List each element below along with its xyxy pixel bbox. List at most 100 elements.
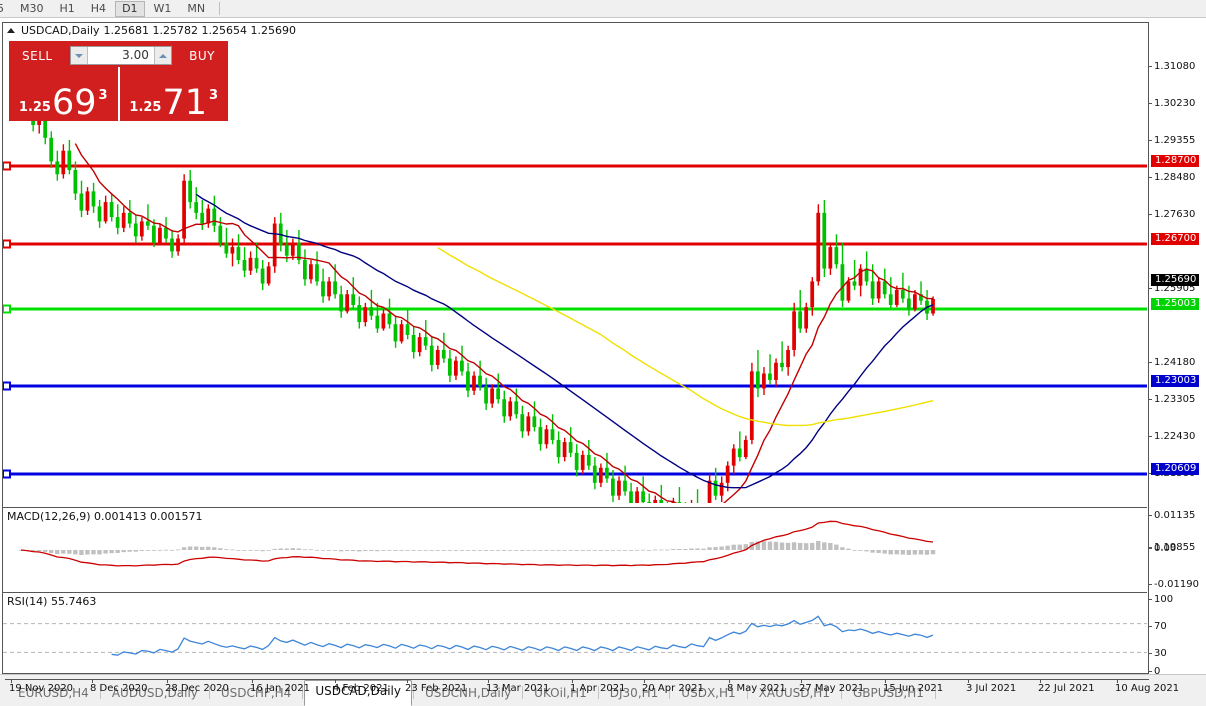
price-axis-tick: 0.01135 (1149, 511, 1195, 521)
tab-divider (99, 686, 101, 699)
candle-body (345, 294, 350, 312)
candle-body (840, 264, 845, 301)
chart-tab-xauusd-h1[interactable]: XAUUSD,H1 (758, 686, 830, 700)
timeframe-button-d1[interactable]: D1 (115, 0, 145, 17)
candle-body (254, 257, 259, 269)
candle-body (158, 227, 162, 243)
volume-stepper[interactable]: 3.00 (69, 46, 172, 65)
volume-increase-button[interactable] (153, 47, 171, 64)
sell-button[interactable]: SELL (22, 48, 53, 63)
chart-tab-eurusd-h4[interactable]: EURUSD,H4 (18, 686, 89, 700)
volume-input[interactable]: 3.00 (87, 47, 154, 64)
price-level-label-black[interactable]: 1.25690 (1151, 274, 1200, 286)
volume-decrease-button[interactable] (70, 47, 88, 64)
sell-price-cell[interactable]: 1.25 69 3 (9, 67, 120, 121)
macd-histogram-bar (640, 549, 646, 551)
rsi-indicator-pane[interactable]: RSI(14) 55.7463 (3, 592, 1147, 674)
time-axis-label: 15 Jun 2021 (883, 683, 944, 694)
timeframe-toolbar: 5 M30 H1 H4 D1 W1 MN (0, 0, 1206, 18)
macd-histogram-bar (314, 549, 320, 551)
macd-histogram-bar (296, 548, 302, 550)
candle-body (176, 238, 180, 252)
candle-body (568, 442, 573, 453)
candle-wick (769, 354, 771, 385)
chart-tab-usdcad-daily[interactable]: USDCAD,Daily (304, 680, 412, 706)
chart-collapse-icon[interactable] (7, 27, 15, 33)
axis-tick-mark (1149, 671, 1152, 672)
macd-histogram-bar (562, 550, 567, 551)
timeframe-button-m30[interactable]: M30 (20, 1, 44, 15)
chart-tab-usdx-h1[interactable]: USDX,H1 (681, 686, 736, 700)
axis-tick-mark (1149, 653, 1152, 654)
candle-body (435, 349, 440, 365)
timeframe-button-5[interactable]: 5 (0, 1, 4, 15)
chart-window: USDCAD,Daily 1.25681 1.25782 1.25654 1.2… (2, 22, 1205, 694)
timeframe-button-h4[interactable]: H4 (90, 1, 107, 15)
macd-histogram-bar (453, 550, 459, 551)
macd-histogram-bar (393, 550, 398, 551)
candle-body (822, 212, 827, 269)
price-axis[interactable]: 1.31080 1.30230 1.29355 1.28480 1.27630 1.259… (1148, 22, 1206, 677)
chart-tab-usdchf-h4[interactable]: USDCHF,H4 (220, 686, 292, 700)
time-axis[interactable]: 19 Nov 2020 8 Dec 2020 28 Dec 2020 16 Jan 2… (5, 679, 1179, 697)
price-level-label-red[interactable]: 1.28700 (1151, 155, 1200, 167)
candle-body (127, 212, 132, 224)
macd-histogram-bar (121, 550, 126, 553)
macd-histogram-bar (212, 547, 217, 550)
moving-average-line-ma-mid (195, 193, 934, 489)
price-level-label-green[interactable]: 1.25003 (1151, 298, 1200, 310)
macd-histogram-bar (713, 547, 718, 550)
axis-tick-mark (1149, 362, 1152, 363)
macd-histogram-bar (272, 548, 277, 550)
macd-histogram-bar (797, 542, 803, 550)
level-line-support-2 (3, 472, 1147, 476)
candle-body (725, 465, 730, 483)
candle-body (786, 349, 790, 368)
time-axis-tick-mark (1117, 680, 1118, 683)
one-click-trading-panel[interactable]: SELL 3.00 BUY 1.25 69 3 (9, 41, 228, 121)
macd-histogram-bar (924, 550, 930, 555)
macd-histogram-bar (97, 550, 102, 555)
chart-tab-usdcnh-daily[interactable]: USDCNH,Daily (424, 686, 512, 700)
price-chart-pane[interactable] (3, 37, 1147, 503)
candle-body (635, 491, 639, 503)
rsi-line (111, 615, 934, 656)
candle-body (375, 315, 380, 329)
chart-tab-gbpusd-h1[interactable]: GBPUSD,H1 (852, 686, 924, 700)
chart-tab-audusd-daily[interactable]: AUDUSD,Daily (111, 686, 198, 700)
macd-histogram-bar (592, 550, 597, 551)
candle-body (629, 491, 633, 503)
candle-body (423, 337, 428, 346)
axis-tick-mark (1149, 547, 1152, 548)
buy-price-cell[interactable]: 1.25 71 3 (120, 67, 229, 121)
timeframe-button-w1[interactable]: W1 (153, 1, 172, 15)
candle-body (550, 429, 555, 440)
price-axis-tick: 1.27630 (1149, 210, 1195, 220)
chart-tab-dj30-h1[interactable]: DJ30,H1 (609, 686, 659, 700)
chart-tab-ukoil-h1[interactable]: UKOil,H1 (534, 686, 587, 700)
price-axis-tick: 1.23305 (1149, 395, 1195, 405)
candle-body (290, 242, 295, 256)
axis-tick-mark (1149, 473, 1152, 474)
chevron-down-icon (74, 53, 83, 58)
chevron-up-icon (158, 53, 167, 58)
candle-body (496, 388, 501, 400)
macd-histogram-bar (145, 550, 151, 551)
time-axis-tick-mark (335, 680, 336, 683)
candle-body (61, 150, 66, 175)
timeframe-button-h1[interactable]: H1 (59, 1, 75, 15)
price-level-label-red[interactable]: 1.26700 (1151, 233, 1200, 245)
macd-histogram-bar (803, 543, 809, 550)
candle-wick (890, 277, 892, 310)
macd-histogram-bar (36, 550, 42, 552)
candle-body (816, 212, 821, 282)
level-handle-support-2 (3, 469, 11, 479)
macd-histogram-bar (918, 550, 924, 555)
price-level-label-blue[interactable]: 1.20609 (1151, 463, 1200, 475)
rsi-canvas (3, 615, 1147, 656)
buy-button[interactable]: BUY (189, 48, 215, 63)
macd-indicator-pane[interactable]: MACD(12,26,9) 0.001413 0.001571 (3, 507, 1147, 591)
candle-body (381, 313, 386, 329)
timeframe-button-mn[interactable]: MN (187, 1, 206, 15)
price-level-label-blue[interactable]: 1.23003 (1151, 375, 1200, 387)
